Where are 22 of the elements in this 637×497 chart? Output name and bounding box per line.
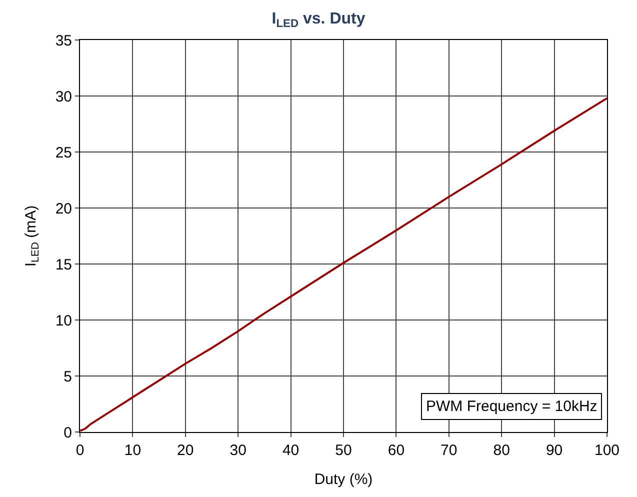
y-tick-label: 0 [64,424,72,442]
annotation: PWM Frequency = 10kHz [426,398,598,415]
x-tick-label: 30 [230,442,246,459]
x-tick-label: 70 [440,442,458,459]
y-tick-label: 5 [64,368,72,386]
y-tick-label: 20 [55,200,72,218]
x-tick-label: 90 [546,442,563,459]
x-tick-label: 50 [335,442,352,459]
x-tick-label: 80 [493,442,510,459]
x-tick-label: 0 [76,442,84,459]
y-tick-label: 15 [55,256,72,274]
x-tick-label: 10 [124,442,142,459]
x-tick-label: 40 [282,442,300,459]
y-tick-label: 35 [55,32,72,50]
y-tick-label: 10 [55,312,72,330]
x-tick-label: 20 [177,442,194,459]
x-axis-title: Duty (%) [314,471,373,488]
chart-title: I$_{LED}$ vs. Duty [272,10,366,30]
y-tick-label: 25 [55,144,72,162]
x-tick-label: 100 [594,442,620,459]
x-tick-label: 60 [388,442,405,459]
y-tick-label: 30 [55,88,72,106]
